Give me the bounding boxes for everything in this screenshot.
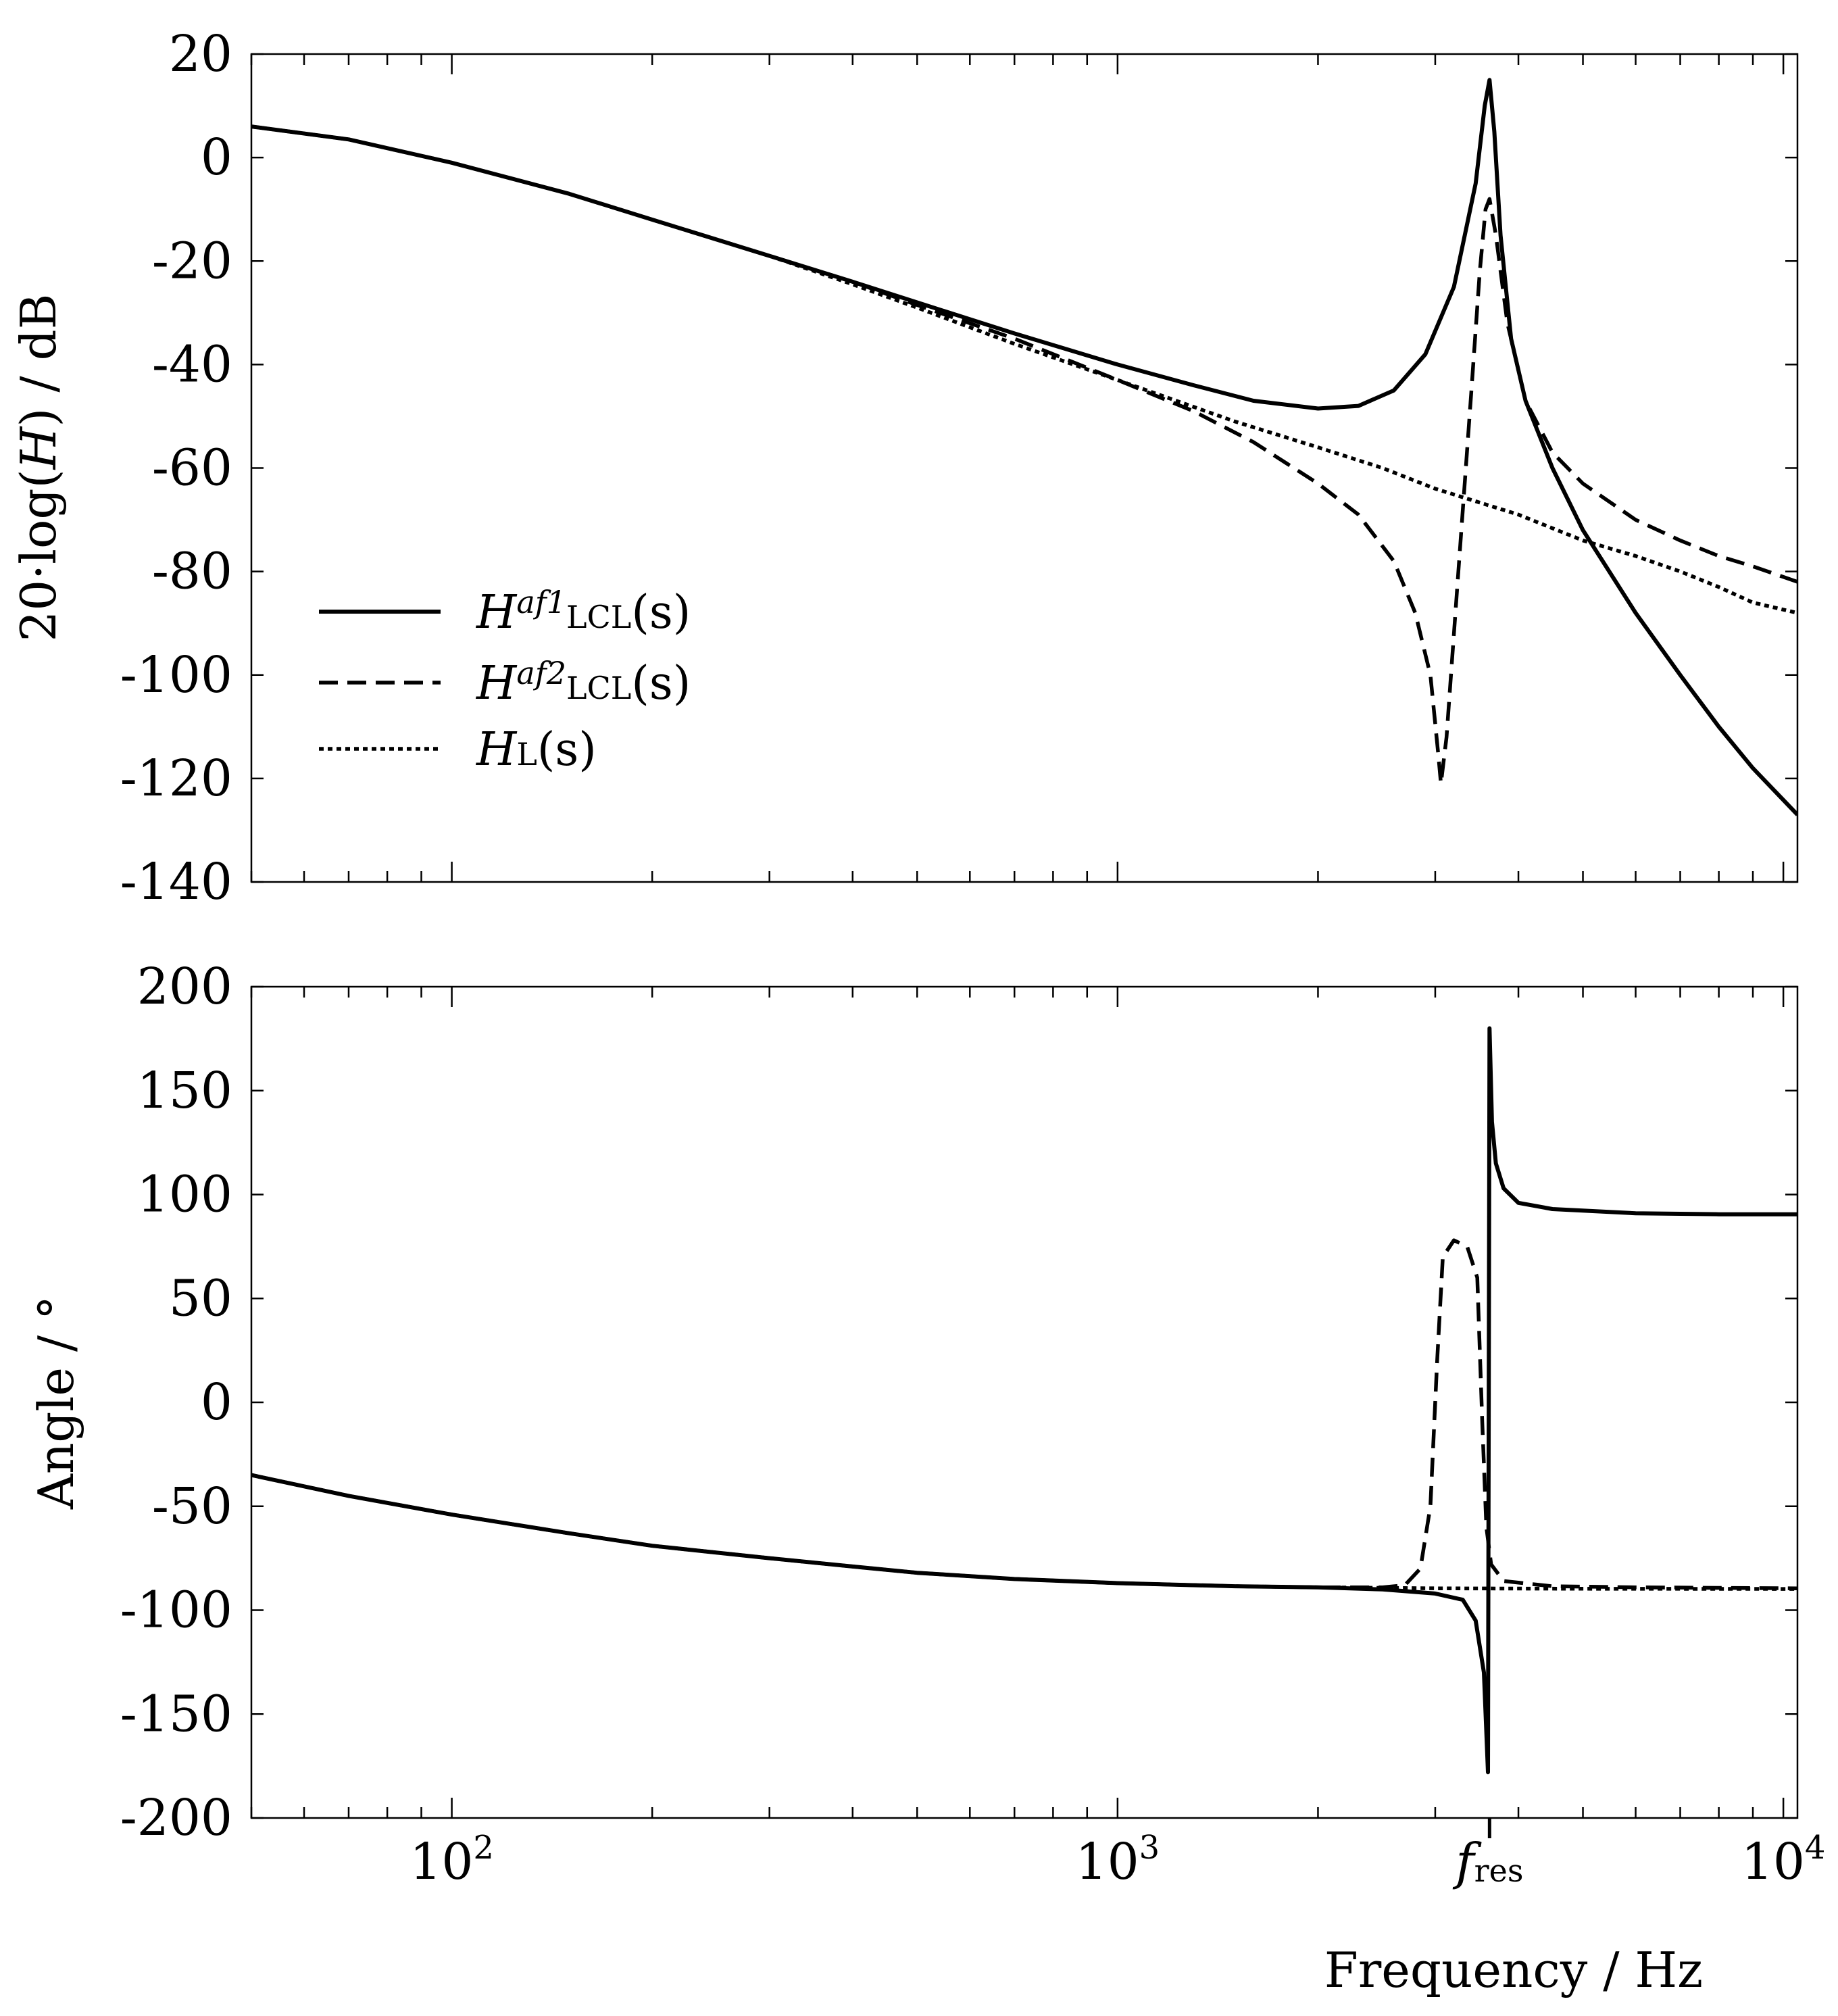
magnitude-y-axis-title: 20·log(H) / dB — [10, 294, 67, 642]
y-tick-label: -140 — [120, 853, 232, 911]
series-line-solid — [251, 78, 1797, 816]
series-line-solid — [251, 1026, 1797, 1775]
y-tick-label: -50 — [152, 1477, 232, 1535]
magnitude-ticks: 20 0 -20 -40 -60 -80 -100 -120 -140 — [120, 25, 1797, 911]
y-tick-label: 100 — [137, 1166, 232, 1224]
y-tick-label: -200 — [120, 1789, 232, 1847]
phase-y-axis-title: Angle / ° — [28, 1296, 84, 1510]
y-tick-label: -80 — [152, 543, 232, 601]
magnitude-series — [251, 78, 1797, 816]
y-tick-label: 0 — [201, 128, 232, 187]
x-tick-label: 102 — [409, 1829, 494, 1891]
x-tick-label: 104 — [1741, 1829, 1826, 1891]
x-axis-title: Frequency / Hz — [1324, 1942, 1703, 1998]
y-tick-label: 20 — [169, 25, 232, 83]
y-tick-label: -100 — [120, 1581, 232, 1640]
y-tick-label: -20 — [152, 232, 232, 290]
y-tick-label: -60 — [152, 439, 232, 497]
phase-ticks: 200 150 100 50 0 -50 -100 -150 -200 — [120, 958, 1797, 1847]
legend-label: Haf1LCL(s) — [475, 584, 691, 639]
legend-label: HL(s) — [475, 723, 597, 777]
x-tick-label: 103 — [1075, 1829, 1160, 1891]
y-tick-label: 150 — [137, 1062, 232, 1120]
series-line-dotted — [251, 1473, 1797, 1591]
y-tick-label: 50 — [169, 1269, 232, 1327]
series-line-dashed — [251, 124, 1797, 786]
phase-series — [251, 1026, 1797, 1775]
fres-label: fres — [1452, 1833, 1523, 1891]
y-tick-label: -100 — [120, 646, 232, 704]
y-tick-label: -40 — [152, 335, 232, 393]
y-tick-label: -120 — [120, 749, 232, 808]
legend-label: Haf2LCL(s) — [475, 655, 691, 710]
y-tick-label: 0 — [201, 1373, 232, 1431]
x-tick-labels: 102 103 104 fres — [409, 1818, 1825, 1891]
y-tick-label: -150 — [120, 1685, 232, 1743]
legend: Haf1LCL(s) Haf2LCL(s) HL(s) — [319, 584, 691, 777]
y-tick-label: 200 — [137, 958, 232, 1016]
